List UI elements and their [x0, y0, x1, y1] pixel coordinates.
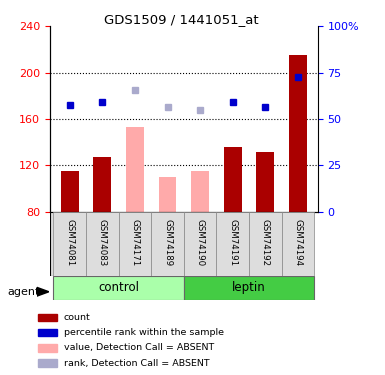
Text: GSM74194: GSM74194	[293, 219, 303, 266]
Text: GSM74192: GSM74192	[261, 219, 270, 266]
Text: GSM74189: GSM74189	[163, 219, 172, 266]
Bar	[38, 344, 57, 352]
Text: percentile rank within the sample: percentile rank within the sample	[64, 328, 224, 337]
Text: GSM74191: GSM74191	[228, 219, 237, 266]
Bar	[38, 359, 57, 368]
Bar	[191, 171, 209, 212]
Bar	[93, 158, 111, 212]
Polygon shape	[37, 287, 49, 296]
Text: agent: agent	[8, 287, 40, 297]
Bar	[184, 276, 315, 300]
Text: GDS1509 / 1441051_at: GDS1509 / 1441051_at	[104, 13, 258, 26]
Text: GSM74081: GSM74081	[65, 219, 74, 266]
Bar	[224, 147, 242, 212]
Bar	[216, 212, 249, 276]
Bar	[38, 328, 57, 336]
Text: leptin: leptin	[232, 281, 266, 294]
Bar	[61, 171, 79, 212]
Text: count: count	[64, 313, 90, 322]
Bar	[53, 276, 184, 300]
Text: GSM74171: GSM74171	[131, 219, 139, 266]
Text: GSM74083: GSM74083	[98, 219, 107, 266]
Bar	[126, 127, 144, 212]
Text: control: control	[98, 281, 139, 294]
Text: rank, Detection Call = ABSENT: rank, Detection Call = ABSENT	[64, 359, 209, 368]
Bar	[184, 212, 216, 276]
Bar	[256, 152, 275, 212]
Bar	[86, 212, 119, 276]
Bar	[38, 314, 57, 321]
Text: value, Detection Call = ABSENT: value, Detection Call = ABSENT	[64, 343, 214, 352]
Bar	[289, 55, 307, 212]
Bar	[119, 212, 151, 276]
Bar	[159, 177, 176, 212]
Text: GSM74190: GSM74190	[196, 219, 205, 266]
Bar	[151, 212, 184, 276]
Bar	[249, 212, 282, 276]
Bar	[53, 212, 86, 276]
Bar	[282, 212, 315, 276]
